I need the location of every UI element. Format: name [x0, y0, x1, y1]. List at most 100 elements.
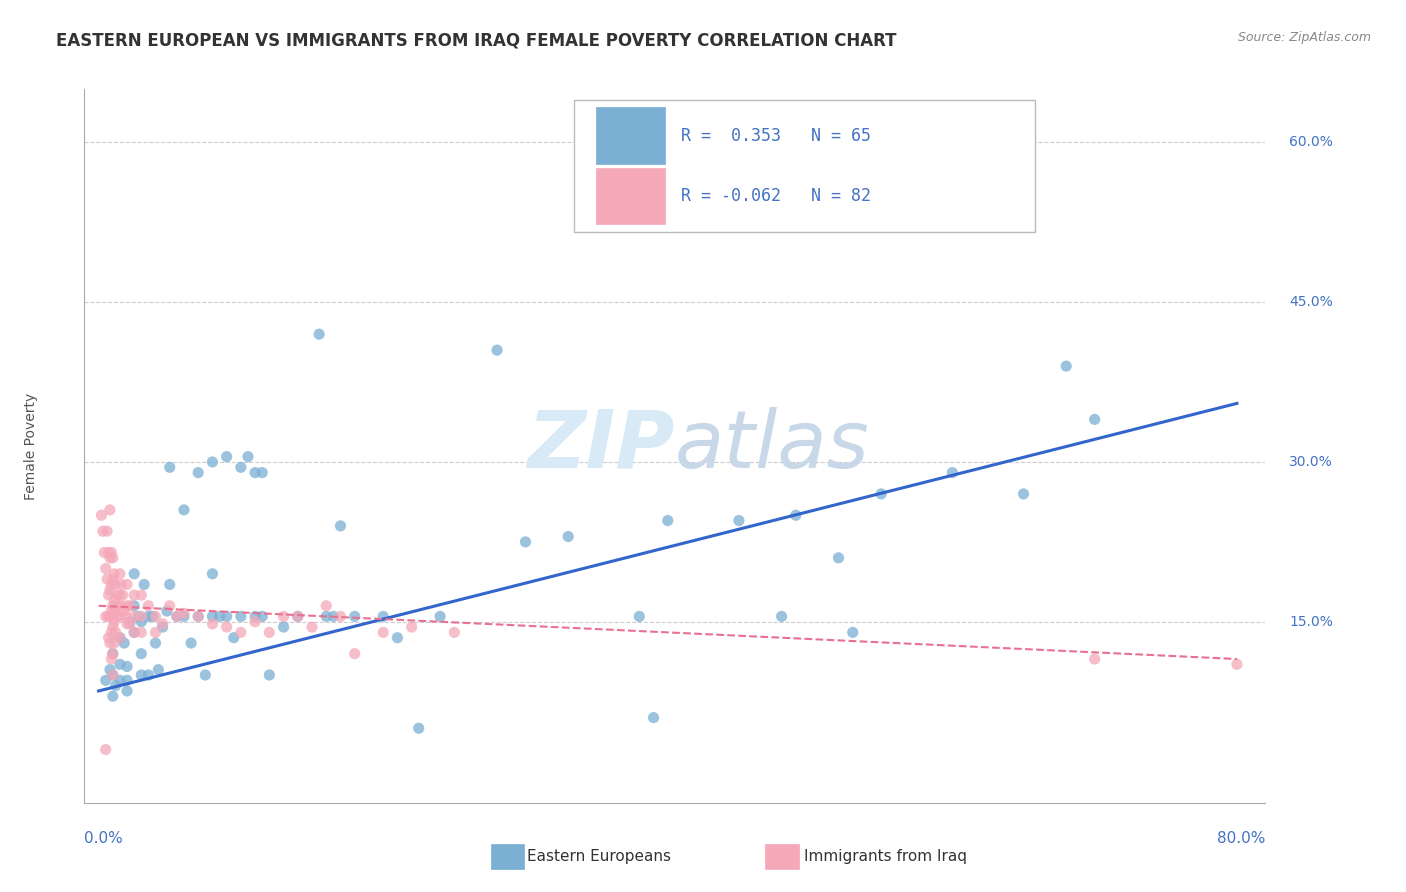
Point: [118, 616, 141, 631]
Point: [287, 609, 309, 624]
Text: Eastern Europeans: Eastern Europeans: [527, 849, 671, 863]
Point: [145, 625, 167, 640]
Point: [129, 668, 152, 682]
Point: [115, 659, 138, 673]
Point: [243, 615, 266, 629]
Point: [104, 625, 127, 640]
Point: [308, 327, 330, 342]
Point: [941, 466, 963, 480]
Point: [515, 534, 537, 549]
Point: [101, 550, 124, 565]
Point: [770, 609, 793, 624]
Text: 80.0%: 80.0%: [1218, 831, 1265, 847]
Point: [98, 550, 121, 565]
Point: [1084, 652, 1107, 666]
Point: [110, 599, 132, 613]
Point: [842, 625, 865, 640]
Point: [105, 609, 128, 624]
Point: [101, 572, 124, 586]
Point: [108, 631, 131, 645]
Point: [152, 620, 174, 634]
Point: [870, 487, 893, 501]
Point: [103, 636, 125, 650]
Point: [373, 609, 395, 624]
Point: [110, 577, 132, 591]
Point: [101, 620, 124, 634]
Point: [827, 550, 849, 565]
Point: [97, 545, 120, 559]
FancyBboxPatch shape: [596, 168, 665, 225]
Point: [173, 609, 195, 624]
Point: [322, 609, 344, 624]
Point: [145, 636, 167, 650]
Text: 60.0%: 60.0%: [1289, 136, 1333, 150]
Point: [408, 721, 430, 735]
Point: [115, 684, 138, 698]
Text: R = -0.062   N = 82: R = -0.062 N = 82: [681, 187, 870, 205]
Point: [243, 609, 266, 624]
Point: [101, 647, 124, 661]
Text: Immigrants from Iraq: Immigrants from Iraq: [804, 849, 967, 863]
Point: [122, 609, 145, 624]
Text: Source: ZipAtlas.com: Source: ZipAtlas.com: [1237, 31, 1371, 45]
Point: [122, 625, 145, 640]
Point: [187, 466, 209, 480]
Point: [287, 609, 309, 624]
Point: [343, 647, 366, 661]
Point: [108, 588, 131, 602]
Point: [1084, 412, 1107, 426]
Point: [173, 606, 195, 620]
Point: [273, 620, 295, 634]
Point: [90, 508, 112, 523]
Point: [315, 609, 337, 624]
Point: [97, 631, 120, 645]
Point: [122, 566, 145, 581]
Point: [104, 604, 127, 618]
Point: [643, 710, 665, 724]
Text: 45.0%: 45.0%: [1289, 295, 1333, 310]
Point: [898, 188, 921, 202]
Point: [259, 625, 281, 640]
Point: [301, 620, 323, 634]
Point: [118, 615, 141, 629]
Point: [134, 577, 156, 591]
Point: [259, 668, 281, 682]
Point: [187, 609, 209, 624]
Point: [728, 514, 751, 528]
Point: [94, 742, 117, 756]
Point: [122, 599, 145, 613]
Point: [108, 631, 131, 645]
Point: [98, 663, 121, 677]
Point: [101, 668, 124, 682]
Point: [101, 668, 124, 682]
Point: [557, 529, 579, 543]
Point: [166, 609, 188, 624]
Point: [1226, 657, 1249, 672]
Point: [103, 593, 125, 607]
Point: [145, 609, 167, 624]
Point: [97, 609, 120, 624]
Point: [401, 620, 423, 634]
Point: [229, 460, 252, 475]
Point: [429, 609, 451, 624]
Point: [98, 636, 121, 650]
Point: [100, 604, 122, 618]
Point: [112, 604, 135, 618]
Point: [129, 647, 152, 661]
FancyBboxPatch shape: [575, 100, 1035, 232]
Point: [152, 616, 174, 631]
Point: [215, 450, 238, 464]
Point: [122, 625, 145, 640]
Point: [222, 631, 245, 645]
Point: [115, 577, 138, 591]
Point: [273, 609, 295, 624]
Text: ZIP: ZIP: [527, 407, 675, 485]
Point: [101, 647, 124, 661]
Point: [115, 616, 138, 631]
Point: [485, 343, 508, 358]
Point: [127, 609, 149, 624]
Point: [129, 588, 152, 602]
Point: [208, 609, 231, 624]
Point: [628, 609, 651, 624]
Point: [201, 566, 224, 581]
